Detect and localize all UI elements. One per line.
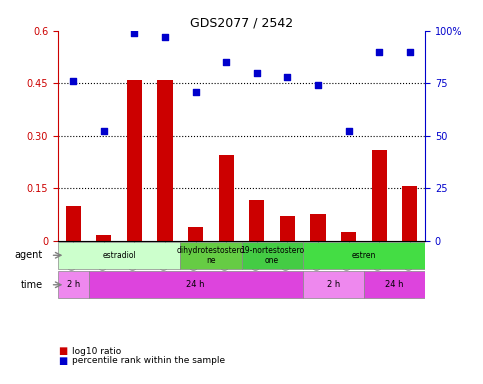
- Bar: [371, 150, 387, 240]
- FancyBboxPatch shape: [58, 271, 88, 298]
- Bar: [402, 186, 417, 240]
- Text: agent: agent: [14, 250, 43, 260]
- FancyBboxPatch shape: [58, 242, 180, 268]
- Text: 19-nortestostero
one: 19-nortestostero one: [240, 245, 304, 265]
- FancyBboxPatch shape: [364, 271, 425, 298]
- Point: [100, 128, 108, 134]
- Point: [284, 74, 291, 80]
- Point: [222, 59, 230, 65]
- FancyBboxPatch shape: [88, 271, 303, 298]
- Bar: [96, 235, 112, 240]
- Point: [130, 30, 138, 36]
- Point: [406, 49, 413, 55]
- Bar: [219, 155, 234, 240]
- Bar: [157, 79, 173, 240]
- Text: 2 h: 2 h: [327, 280, 340, 289]
- FancyBboxPatch shape: [242, 242, 303, 268]
- Point: [70, 78, 77, 84]
- Bar: [66, 205, 81, 240]
- Text: ■: ■: [58, 346, 67, 356]
- Text: time: time: [21, 280, 43, 290]
- FancyBboxPatch shape: [303, 242, 425, 268]
- Text: 24 h: 24 h: [186, 280, 205, 289]
- Title: GDS2077 / 2542: GDS2077 / 2542: [190, 17, 293, 30]
- Text: percentile rank within the sample: percentile rank within the sample: [72, 356, 226, 366]
- Bar: [127, 79, 142, 240]
- Text: dihydrotestostero
ne: dihydrotestostero ne: [177, 245, 245, 265]
- Text: 2 h: 2 h: [67, 280, 80, 289]
- Point: [314, 82, 322, 88]
- Text: estradiol: estradiol: [102, 251, 136, 260]
- Text: estren: estren: [352, 251, 376, 260]
- Text: ■: ■: [58, 356, 67, 366]
- FancyBboxPatch shape: [180, 242, 242, 268]
- FancyBboxPatch shape: [303, 271, 364, 298]
- Point: [161, 34, 169, 40]
- Bar: [249, 200, 265, 240]
- Point: [192, 88, 199, 94]
- Point: [253, 70, 261, 76]
- Bar: [311, 214, 326, 240]
- Text: log10 ratio: log10 ratio: [72, 347, 122, 356]
- Point: [375, 49, 383, 55]
- Point: [345, 128, 353, 134]
- Bar: [280, 216, 295, 240]
- Bar: [341, 232, 356, 240]
- Bar: [188, 227, 203, 240]
- Text: 24 h: 24 h: [385, 280, 404, 289]
